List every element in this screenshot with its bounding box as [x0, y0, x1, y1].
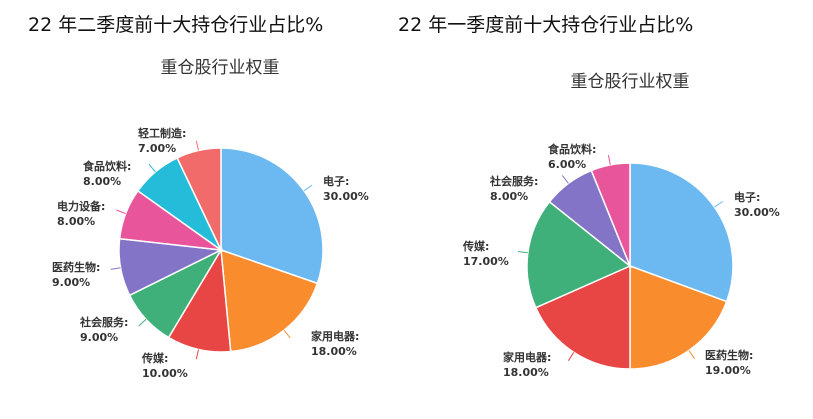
leader-line [567, 352, 575, 361]
leader-line [283, 329, 291, 339]
slice-name-label: 社会服务: [489, 174, 538, 188]
pie-slice [629, 264, 728, 370]
slice-name-label: 食品饮料: [83, 159, 131, 173]
leader-line [195, 349, 199, 360]
leader-line [138, 318, 147, 327]
pie-slice [220, 147, 324, 285]
slice-value-label: 9.00% [80, 331, 118, 344]
slice-name-label: 轻工制造: [138, 126, 186, 140]
heading-q2: 22 年二季度前十大持仓行业占比% [28, 14, 324, 36]
slice-value-label: 9.00% [52, 276, 90, 289]
slice-value-label: 17.00% [463, 255, 509, 268]
leader-line [148, 163, 156, 173]
slice-value-label: 30.00% [734, 206, 780, 219]
pie-slice [534, 264, 631, 370]
heading-q1: 22 年一季度前十大持仓行业占比% [398, 14, 694, 36]
slice-name-label: 电子: [323, 174, 349, 188]
slice-name-label: 家用电器: [503, 350, 551, 364]
slice-name-label: 传媒: [141, 351, 168, 365]
leader-line [607, 155, 611, 165]
slice-value-label: 8.00% [57, 215, 95, 228]
slice-value-label: 6.00% [548, 158, 586, 171]
leader-line [116, 209, 126, 215]
slice-value-label: 30.00% [323, 190, 369, 203]
pie-slice [629, 162, 734, 303]
leader-line [561, 175, 569, 184]
leader-line [195, 140, 199, 151]
slice-value-label: 7.00% [138, 142, 176, 155]
slice-value-label: 19.00% [705, 364, 751, 377]
leader-line [714, 200, 723, 208]
slice-value-label: 10.00% [142, 367, 188, 380]
slice-name-label: 医药生物: [52, 260, 100, 274]
slice-name-label: 医药生物: [705, 348, 753, 362]
leader-line [688, 350, 696, 359]
chart-title: 重仓股行业权重 [571, 72, 690, 92]
pie-slice [590, 162, 631, 267]
slice-value-label: 18.00% [311, 345, 357, 358]
slice-value-label: 8.00% [83, 175, 121, 188]
slice-name-label: 家用电器: [311, 329, 359, 343]
slice-name-label: 电子: [734, 190, 760, 204]
slice-name-label: 食品饮料: [548, 142, 596, 156]
slice-name-label: 社会服务: [79, 315, 128, 329]
slice-value-label: 18.00% [503, 366, 549, 379]
slice-value-label: 8.00% [490, 190, 528, 203]
pie-slice [176, 147, 222, 251]
slice-name-label: 传媒: [462, 239, 489, 253]
leader-line [303, 184, 313, 192]
chart-title: 重仓股行业权重 [161, 58, 280, 78]
leader-line [517, 251, 528, 254]
pie-slice [220, 248, 319, 353]
leader-line [110, 267, 121, 270]
pie-slice [526, 200, 632, 309]
slice-name-label: 电力设备: [57, 199, 105, 213]
